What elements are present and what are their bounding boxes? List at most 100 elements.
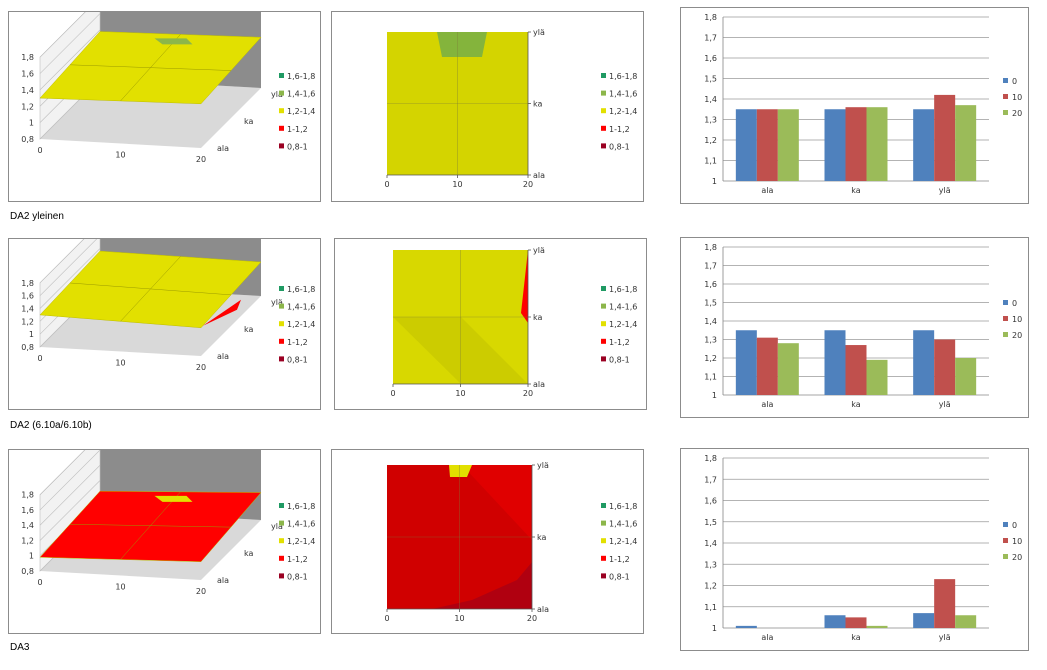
legend-label-20: 20 bbox=[1012, 331, 1022, 340]
x-tick-label: 20 bbox=[523, 389, 533, 398]
y-tick-label: 1,2 bbox=[704, 136, 717, 145]
x-tick-label: 20 bbox=[523, 180, 533, 189]
depth-tick-label: ka bbox=[244, 117, 253, 126]
z-tick-label: 1,8 bbox=[21, 279, 34, 288]
y-tick-label: 1,3 bbox=[704, 336, 717, 345]
legend-label-0: 0 bbox=[1012, 299, 1017, 308]
y-tick-label: 1,4 bbox=[704, 317, 717, 326]
contour-region-1-2 bbox=[521, 250, 528, 323]
legend-swatch-20 bbox=[1003, 332, 1008, 337]
legend-label-20: 20 bbox=[1012, 109, 1022, 118]
legend-swatch-10 bbox=[1003, 94, 1008, 99]
contour-panel-2: 0 10 20 ala ka ylä 1,6-1,8 1,4-1,6 1,2-1,4 1-1,2 0… bbox=[334, 238, 647, 410]
legend-swatch-0 bbox=[1003, 300, 1008, 305]
z-tick-label: 1 bbox=[29, 552, 34, 561]
depth-tick-label: ka bbox=[537, 533, 546, 542]
legend-label-band: 1,6-1,8 bbox=[609, 72, 637, 81]
surface-gridline bbox=[69, 523, 232, 528]
x-tick-label: ala bbox=[761, 633, 773, 642]
y-tick-label: 1,7 bbox=[704, 475, 717, 484]
legend-swatch-band bbox=[279, 338, 284, 344]
surface-gridline bbox=[69, 282, 232, 296]
bar-chart-panel-3: 1,8 1,7 1,6 1,5 1,4 1,3 1,2 1,1 1 ala ka ylä 0 10 20 bbox=[680, 448, 1029, 651]
x-tick-label: 0 bbox=[37, 578, 42, 587]
bar-ka-series-10 bbox=[845, 107, 867, 181]
legend-label-band: 0,8-1 bbox=[287, 142, 308, 151]
legend-swatch-band bbox=[601, 520, 606, 526]
x-tick-label: ka bbox=[851, 400, 860, 409]
legend-swatch-band bbox=[279, 555, 284, 561]
z-gridline bbox=[39, 239, 85, 284]
z-tick-label: 0,8 bbox=[21, 567, 34, 576]
legend-label-band: 1,2-1,4 bbox=[609, 320, 637, 329]
legend-label-band: 1,4-1,6 bbox=[609, 520, 637, 529]
legend-label-band: 1,2-1,4 bbox=[609, 107, 637, 116]
legend-label-band: 0,8-1 bbox=[609, 142, 630, 151]
depth-tick-label: ala bbox=[217, 576, 229, 585]
surface-3d-panel-1: 1,8 1,6 1,4 1,2 1 0,8 0 10 20 ala ka ylä 1,6-1,8 1,4-… bbox=[8, 11, 321, 202]
legend-swatch-band bbox=[601, 503, 606, 508]
bar-ylä-series-0 bbox=[913, 109, 935, 181]
legend-label-10: 10 bbox=[1012, 93, 1022, 102]
x-tick-label: 20 bbox=[196, 363, 206, 372]
surface-3d-panel-2: 1,8 1,6 1,4 1,2 1 0,8 0 10 20 ala ka ylä 1,6-1,8 1,4-… bbox=[8, 238, 321, 410]
y-tick-label: 1,8 bbox=[704, 243, 717, 252]
y-tick-label: 1,5 bbox=[704, 518, 717, 527]
x-tick-label: 20 bbox=[196, 587, 206, 596]
legend-swatch-band bbox=[279, 73, 284, 78]
legend-swatch-band bbox=[601, 143, 606, 149]
depth-tick-label: ylä bbox=[271, 522, 283, 531]
row-label-3: DA3 bbox=[10, 642, 30, 653]
depth-tick-label: ala bbox=[537, 605, 549, 614]
legend-label-band: 0,8-1 bbox=[287, 572, 308, 581]
legend-swatch-band bbox=[601, 555, 606, 561]
surface-gridline bbox=[69, 64, 232, 71]
z-tick-label: 1,4 bbox=[21, 86, 34, 95]
legend-swatch-20 bbox=[1003, 110, 1008, 115]
y-tick-label: 1,5 bbox=[704, 75, 717, 84]
legend-label-band: 0,8-1 bbox=[287, 355, 308, 364]
bar-ylä-series-20 bbox=[955, 358, 977, 395]
y-tick-label: 1,6 bbox=[704, 280, 717, 289]
x-tick-label: ylä bbox=[939, 633, 951, 642]
x-tick-label: ka bbox=[851, 186, 860, 195]
z-gridline bbox=[39, 12, 86, 58]
x-tick-label: 10 bbox=[115, 151, 125, 160]
bar-ala-series-20 bbox=[777, 109, 799, 181]
depth-tick-label: ala bbox=[533, 171, 545, 180]
legend-swatch-band bbox=[279, 538, 284, 544]
x-tick-label: 10 bbox=[454, 614, 464, 623]
legend-swatch-band bbox=[601, 573, 606, 579]
z-tick-label: 1,8 bbox=[21, 491, 34, 500]
depth-tick-label: ylä bbox=[533, 28, 545, 37]
depth-tick-label: ka bbox=[244, 549, 253, 558]
z-tick-label: 0,8 bbox=[21, 135, 34, 144]
z-gridline bbox=[39, 450, 101, 511]
legend-swatch-band bbox=[601, 303, 606, 309]
legend-label-0: 0 bbox=[1012, 521, 1017, 530]
x-tick-label: 10 bbox=[115, 583, 125, 592]
y-tick-label: 1,1 bbox=[704, 373, 717, 382]
z-tick-label: 1,4 bbox=[21, 521, 34, 530]
z-gridline bbox=[39, 29, 101, 91]
y-tick-label: 1,4 bbox=[704, 95, 717, 104]
x-tick-label: 10 bbox=[115, 359, 125, 368]
x-tick-label: ylä bbox=[939, 400, 951, 409]
contour-region-1-2-1-4 bbox=[449, 465, 472, 477]
legend-label-band: 1,2-1,4 bbox=[287, 107, 315, 116]
x-tick-label: 0 bbox=[390, 389, 395, 398]
legend-label-band: 1,6-1,8 bbox=[287, 502, 315, 511]
legend-swatch-0 bbox=[1003, 78, 1008, 83]
legend-label-band: 0,8-1 bbox=[609, 355, 630, 364]
y-tick-label: 1,2 bbox=[704, 582, 717, 591]
bar-chart-panel-2: 1,8 1,7 1,6 1,5 1,4 1,3 1,2 1,1 1 ala ka ylä 0 10 20 bbox=[680, 237, 1029, 418]
depth-tick-label: ala bbox=[217, 144, 229, 153]
legend-label-band: 1,4-1,6 bbox=[609, 90, 637, 99]
bar-ylä-series-10 bbox=[934, 94, 956, 181]
z-tick-label: 1,6 bbox=[21, 506, 34, 515]
legend-label-10: 10 bbox=[1012, 315, 1022, 324]
bar-ka-series-0 bbox=[824, 330, 846, 395]
bar-ka-series-10 bbox=[845, 345, 867, 395]
x-tick-label: 20 bbox=[527, 614, 537, 623]
legend-swatch-band bbox=[279, 303, 284, 309]
